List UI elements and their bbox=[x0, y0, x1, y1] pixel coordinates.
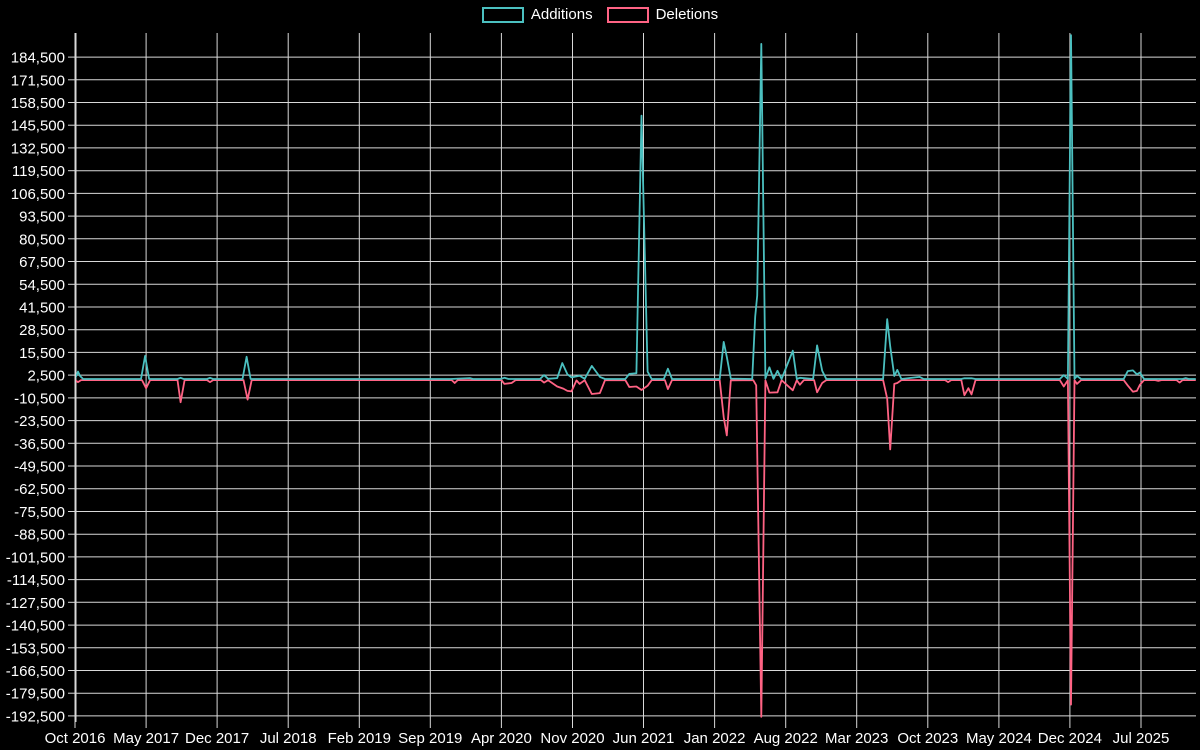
y-tick-label: -101,500 bbox=[6, 549, 65, 566]
y-tick-label: 132,500 bbox=[11, 140, 65, 157]
y-tick-label: 41,500 bbox=[19, 300, 65, 317]
y-tick-label: -140,500 bbox=[6, 618, 65, 635]
y-tick-label: -114,500 bbox=[7, 572, 65, 589]
y-tick-label: 80,500 bbox=[19, 231, 65, 248]
y-tick-label: -127,500 bbox=[6, 595, 65, 612]
deletions-swatch-icon bbox=[606, 7, 649, 23]
x-tick-label: Mar 2023 bbox=[825, 730, 888, 747]
x-tick-label: Aug 2022 bbox=[754, 730, 818, 747]
legend-item-deletions[interactable]: Deletions bbox=[606, 6, 719, 24]
y-tick-label: -23,500 bbox=[14, 413, 65, 430]
y-axis-labels: 184,500 171,500 158,500 145,500 132,500 119,5… bbox=[6, 50, 65, 726]
additions-swatch-icon bbox=[481, 7, 524, 23]
x-tick-label: Jul 2025 bbox=[1113, 730, 1170, 747]
x-tick-label: Oct 2016 bbox=[45, 730, 106, 747]
y-tick-label: -10,500 bbox=[14, 390, 65, 407]
x-tick-label: Oct 2023 bbox=[897, 730, 958, 747]
x-tick-label: Nov 2020 bbox=[540, 730, 604, 747]
y-tick-label: -36,500 bbox=[14, 436, 65, 453]
y-tick-label: 119,500 bbox=[12, 163, 65, 180]
y-tick-label: 2,500 bbox=[27, 368, 65, 385]
y-tick-label: -153,500 bbox=[6, 640, 65, 657]
y-tick-label: 67,500 bbox=[19, 254, 65, 271]
x-tick-label: Jul 2018 bbox=[260, 730, 317, 747]
y-tick-label: -192,500 bbox=[6, 708, 65, 725]
y-tick-label: 171,500 bbox=[11, 72, 65, 89]
x-tick-label: May 2024 bbox=[966, 730, 1032, 747]
x-tick-label: Sep 2019 bbox=[398, 730, 462, 747]
y-tick-label: -75,500 bbox=[14, 504, 65, 521]
y-tick-label: 158,500 bbox=[11, 95, 65, 112]
x-tick-label: May 2017 bbox=[113, 730, 179, 747]
y-gridlines bbox=[68, 56, 1196, 717]
x-tick-label: Apr 2020 bbox=[471, 730, 532, 747]
y-tick-label: -88,500 bbox=[14, 527, 65, 544]
y-tick-label: -49,500 bbox=[14, 459, 65, 476]
y-tick-label: -179,500 bbox=[6, 686, 65, 703]
x-tick-label: Dec 2017 bbox=[185, 730, 249, 747]
legend-item-additions[interactable]: Additions bbox=[481, 6, 593, 24]
y-tick-label: 93,500 bbox=[19, 209, 65, 226]
x-tick-label: Jan 2022 bbox=[684, 730, 746, 747]
series-line-additions bbox=[76, 34, 1196, 380]
x-tick-label: Jun 2021 bbox=[613, 730, 675, 747]
legend-label-additions: Additions bbox=[530, 6, 593, 23]
series-lines bbox=[76, 34, 1196, 718]
y-tick-label: -166,500 bbox=[6, 663, 65, 680]
chart-legend: Additions Deletions bbox=[0, 6, 1200, 24]
series-line-deletions bbox=[76, 379, 1196, 718]
x-tick-label: Dec 2024 bbox=[1038, 730, 1102, 747]
y-tick-label: 145,500 bbox=[11, 118, 65, 135]
y-tick-label: 184,500 bbox=[11, 50, 65, 67]
y-tick-label: 28,500 bbox=[19, 322, 65, 339]
x-axis-labels: Oct 2016 May 2017 Dec 2017 Jul 2018 Feb 2019… bbox=[45, 730, 1170, 747]
y-tick-label: 54,500 bbox=[19, 277, 65, 294]
x-tick-label: Feb 2019 bbox=[328, 730, 391, 747]
y-tick-label: -62,500 bbox=[14, 481, 65, 498]
y-tick-label: 106,500 bbox=[11, 186, 65, 203]
legend-label-deletions: Deletions bbox=[655, 6, 719, 23]
y-tick-label: 15,500 bbox=[19, 345, 65, 362]
